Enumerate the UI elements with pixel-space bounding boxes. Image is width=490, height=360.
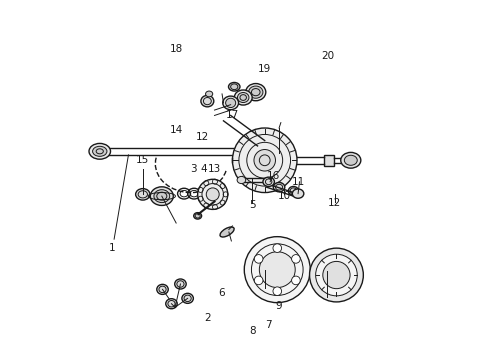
Bar: [324, 155, 334, 166]
Ellipse shape: [89, 143, 111, 159]
Circle shape: [197, 179, 228, 210]
Circle shape: [254, 255, 263, 263]
Ellipse shape: [289, 186, 298, 195]
Ellipse shape: [166, 299, 177, 309]
Circle shape: [292, 255, 300, 263]
Text: 12: 12: [328, 198, 341, 208]
Circle shape: [232, 128, 297, 193]
Text: 9: 9: [276, 301, 282, 311]
Text: 15: 15: [136, 155, 149, 165]
Bar: [245, 176, 252, 183]
Ellipse shape: [263, 177, 274, 186]
Circle shape: [292, 276, 300, 285]
Text: 14: 14: [170, 125, 183, 135]
Circle shape: [310, 248, 364, 302]
Circle shape: [273, 287, 282, 296]
Ellipse shape: [223, 96, 239, 110]
Ellipse shape: [154, 190, 170, 203]
Circle shape: [323, 261, 350, 289]
Ellipse shape: [150, 187, 173, 206]
Ellipse shape: [136, 189, 150, 200]
Ellipse shape: [182, 293, 194, 303]
Ellipse shape: [228, 82, 240, 91]
Circle shape: [259, 252, 295, 288]
Text: 10: 10: [278, 191, 291, 201]
Ellipse shape: [175, 279, 186, 289]
Text: 8: 8: [249, 325, 255, 336]
Ellipse shape: [293, 189, 304, 198]
Text: 12: 12: [196, 132, 209, 142]
Circle shape: [245, 237, 310, 303]
Text: 3: 3: [190, 164, 196, 174]
Ellipse shape: [220, 227, 234, 237]
Ellipse shape: [225, 98, 236, 108]
Ellipse shape: [238, 93, 249, 103]
Ellipse shape: [248, 86, 263, 98]
Text: 19: 19: [258, 64, 271, 74]
Ellipse shape: [157, 284, 168, 294]
Text: 7: 7: [265, 320, 271, 330]
Text: 1: 1: [109, 243, 116, 253]
Text: 2: 2: [204, 313, 211, 323]
Ellipse shape: [341, 152, 361, 168]
Ellipse shape: [273, 183, 285, 192]
Ellipse shape: [344, 155, 357, 165]
Ellipse shape: [234, 90, 252, 105]
Ellipse shape: [194, 213, 201, 219]
Text: 18: 18: [170, 44, 183, 54]
Circle shape: [254, 149, 275, 171]
Text: 11: 11: [292, 177, 305, 187]
Ellipse shape: [245, 84, 266, 101]
Text: 20: 20: [321, 51, 334, 61]
Text: 16: 16: [267, 171, 280, 181]
Text: 13: 13: [208, 164, 221, 174]
Ellipse shape: [93, 146, 107, 156]
Ellipse shape: [237, 176, 245, 184]
Ellipse shape: [201, 95, 214, 107]
Circle shape: [273, 244, 282, 252]
Circle shape: [316, 254, 357, 296]
Circle shape: [254, 276, 263, 285]
Text: 5: 5: [249, 200, 255, 210]
Text: 4: 4: [200, 164, 207, 174]
Ellipse shape: [205, 91, 213, 97]
Text: 17: 17: [226, 111, 239, 121]
Circle shape: [206, 188, 219, 201]
Text: 6: 6: [219, 288, 225, 298]
